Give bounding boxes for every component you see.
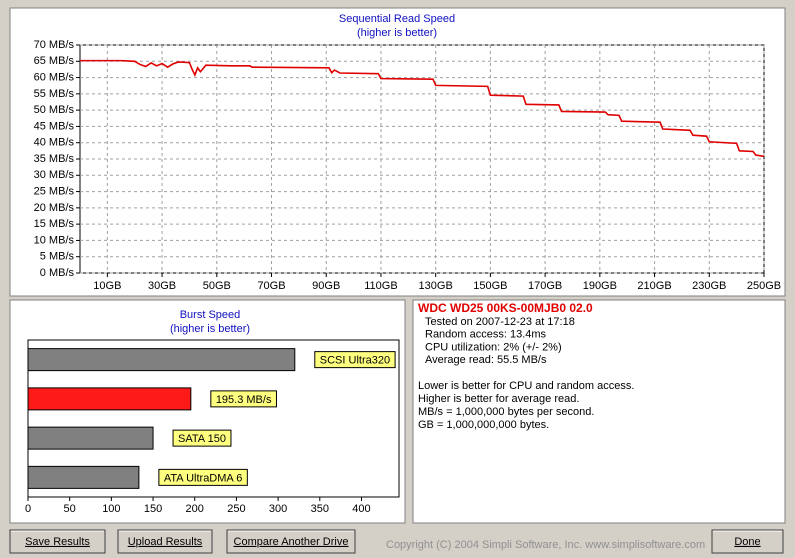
x-tick-label: 30GB [148, 280, 176, 292]
x-tick-label: 110GB [364, 280, 397, 292]
info-panel [412, 299, 786, 524]
button[interactable] [226, 529, 356, 554]
x-tick-label: 190GB [583, 280, 617, 292]
y-tick-label: 60 MB/s [34, 71, 75, 83]
x-tick-label: 150GB [473, 280, 507, 292]
bar-label: SCSI Ultra320 [320, 355, 390, 367]
button-label[interactable]: Upload Results [128, 536, 203, 548]
note: GB = 1,000,000,000 bytes. [418, 419, 549, 431]
button[interactable] [711, 529, 784, 554]
x-tick-label: 90GB [312, 280, 340, 292]
chart-subtitle: (higher is better) [170, 323, 250, 335]
y-tick-label: 50 MB/s [34, 104, 75, 116]
bar [27, 387, 192, 411]
button-label[interactable]: Save Results [25, 536, 90, 548]
chart-title: Burst Speed [180, 309, 241, 321]
bar-label: SATA 150 [178, 433, 226, 445]
x-tick-label: 50GB [203, 280, 231, 292]
drive-detail: Tested on 2007-12-23 at 17:18 [425, 316, 575, 328]
button-label[interactable]: Done [734, 536, 760, 548]
read-line [80, 59, 765, 158]
x-tick-label: 210GB [637, 280, 671, 292]
x-tick-label: 50 [64, 503, 76, 515]
x-tick-label: 70GB [257, 280, 285, 292]
y-tick-label: 45 MB/s [34, 120, 75, 132]
x-tick-label: 350 [311, 503, 329, 515]
label-box [172, 429, 232, 447]
y-tick-label: 30 MB/s [34, 169, 75, 181]
chart-title: Sequential Read Speed [339, 13, 455, 25]
drive-detail: Random access: 13.4ms [425, 329, 547, 341]
y-tick-label: 25 MB/s [34, 185, 75, 197]
label-box [314, 351, 396, 369]
label-box [158, 468, 248, 486]
y-tick-label: 5 MB/s [40, 251, 75, 263]
x-tick-label: 130GB [419, 280, 453, 292]
bar [27, 465, 140, 489]
x-tick-label: 170GB [528, 280, 562, 292]
note: Higher is better for average read. [418, 393, 579, 405]
button[interactable] [117, 529, 213, 554]
x-tick-label: 100 [102, 503, 120, 515]
x-tick-label: 200 [186, 503, 204, 515]
y-tick-label: 55 MB/s [34, 88, 75, 100]
bar-label: 195.3 MB/s [216, 394, 272, 406]
drive-title: WDC WD25 00KS-00MJB0 02.0 [418, 301, 593, 315]
y-tick-label: 10 MB/s [34, 234, 75, 246]
y-tick-label: 15 MB/s [34, 218, 75, 230]
drive-detail: CPU utilization: 2% (+/- 2%) [425, 341, 562, 353]
y-tick-label: 70 MB/s [34, 39, 75, 51]
drive-detail: Average read: 55.5 MB/s [425, 354, 547, 366]
y-tick-label: 40 MB/s [34, 137, 75, 149]
label-box [210, 390, 277, 408]
x-tick-label: 230GB [692, 280, 726, 292]
button[interactable] [9, 529, 106, 554]
x-tick-label: 0 [25, 503, 31, 515]
bar [27, 426, 154, 450]
note: Lower is better for CPU and random acces… [418, 380, 634, 392]
note: MB/s = 1,000,000 bytes per second. [418, 406, 594, 418]
y-tick-label: 65 MB/s [34, 55, 75, 67]
chart-subtitle: (higher is better) [357, 27, 437, 39]
button-label[interactable]: Compare Another Drive [234, 536, 349, 548]
x-tick-label: 250GB [747, 280, 781, 292]
x-tick-label: 300 [269, 503, 287, 515]
copyright: Copyright (C) 2004 Simpli Software, Inc.… [386, 539, 705, 551]
y-tick-label: 35 MB/s [34, 153, 75, 165]
x-tick-label: 10GB [93, 280, 121, 292]
x-tick-label: 250 [227, 503, 245, 515]
bar-label: ATA UltraDMA 6 [164, 472, 242, 484]
x-tick-label: 150 [144, 503, 162, 515]
y-tick-label: 20 MB/s [34, 202, 75, 214]
x-tick-label: 400 [352, 503, 370, 515]
y-tick-label: 0 MB/s [40, 267, 75, 279]
bar [27, 348, 296, 372]
